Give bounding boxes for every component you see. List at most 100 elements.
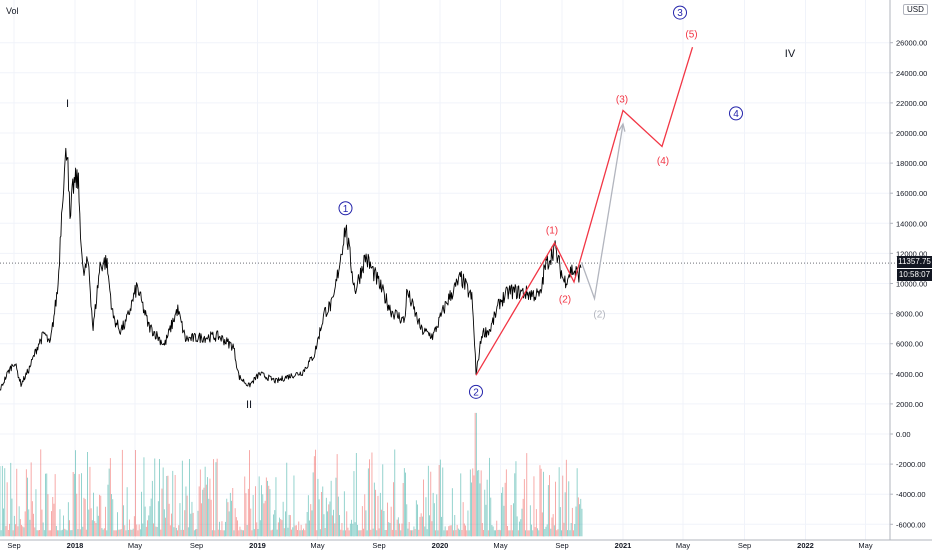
wave-main-line[interactable] bbox=[476, 47, 693, 375]
volume-bar bbox=[50, 530, 51, 536]
volume-bar bbox=[381, 510, 382, 537]
volume-bar bbox=[528, 530, 529, 536]
volume-bar bbox=[58, 530, 59, 536]
volume-bar bbox=[444, 530, 445, 536]
volume-bar bbox=[451, 525, 452, 536]
volume-bar bbox=[446, 530, 447, 536]
wave-projection[interactable] bbox=[476, 47, 693, 375]
x-tick-label: 2021 bbox=[615, 541, 632, 550]
volume-bar bbox=[280, 519, 281, 536]
volume-bar bbox=[28, 509, 29, 536]
y-tick-label: 26000.00 bbox=[896, 39, 927, 48]
wave-label-circled[interactable]: 1 bbox=[339, 202, 352, 215]
volume-bar bbox=[318, 479, 319, 536]
volume-bar bbox=[447, 530, 448, 536]
volume-bar bbox=[436, 494, 437, 536]
volume-bar bbox=[170, 525, 171, 536]
volume-bar bbox=[519, 522, 520, 537]
y-tick-label: -6000.00 bbox=[896, 520, 926, 529]
volume-bar bbox=[344, 491, 345, 536]
volume-bar bbox=[370, 530, 371, 537]
volume-bar bbox=[273, 515, 274, 537]
volume-bar bbox=[496, 521, 497, 537]
wave-label-roman[interactable]: I bbox=[66, 98, 69, 110]
volume-bar bbox=[162, 489, 163, 537]
volume-bar bbox=[192, 502, 193, 536]
volume-bar bbox=[471, 483, 472, 537]
wave-label-paren[interactable]: (4) bbox=[657, 156, 669, 167]
y-tick-label: 0.00 bbox=[896, 430, 911, 439]
volume-bar bbox=[375, 490, 376, 537]
volume-bar bbox=[452, 488, 453, 536]
volume-bar bbox=[176, 528, 177, 536]
y-tick-label: 6000.00 bbox=[896, 340, 923, 349]
volume-bar bbox=[566, 460, 567, 537]
volume-bar bbox=[223, 530, 224, 536]
currency-badge[interactable]: USD bbox=[903, 4, 928, 15]
volume-bar bbox=[116, 530, 117, 536]
wave-label-paren[interactable]: (1) bbox=[546, 225, 558, 236]
volume-bar bbox=[106, 530, 107, 536]
wave-label-circled[interactable]: 3 bbox=[674, 6, 687, 19]
volume-bar bbox=[418, 530, 419, 537]
volume-bar bbox=[108, 485, 109, 537]
volume-bar bbox=[391, 507, 392, 537]
volume-bar bbox=[546, 527, 547, 537]
wave-label-paren[interactable]: (3) bbox=[616, 94, 628, 105]
volume-bar bbox=[127, 487, 128, 536]
volume-bar bbox=[36, 489, 37, 536]
volume-bar bbox=[72, 530, 73, 536]
volume-bar bbox=[301, 525, 302, 536]
volume-bar bbox=[499, 530, 500, 537]
wave-label-roman[interactable]: IV bbox=[785, 48, 796, 60]
volume-bar bbox=[388, 522, 389, 536]
volume-bar bbox=[552, 518, 553, 537]
volume-bar bbox=[144, 457, 145, 536]
wave-label-circled[interactable]: 2 bbox=[470, 385, 483, 398]
volume-bar bbox=[578, 497, 579, 536]
volume-bar bbox=[61, 530, 62, 536]
wave-label-paren[interactable]: (5) bbox=[685, 30, 697, 41]
volume-bar bbox=[384, 511, 385, 536]
volume-bar bbox=[423, 480, 424, 537]
volume-bar bbox=[517, 516, 518, 536]
wave-label-paren[interactable]: (2) bbox=[559, 295, 571, 306]
wave-label-paren-alt[interactable]: (2) bbox=[593, 310, 605, 321]
volume-bar bbox=[276, 477, 277, 536]
wave-alt-line[interactable] bbox=[582, 124, 624, 299]
wave-label-circled[interactable]: 4 bbox=[730, 107, 743, 120]
volume-bar bbox=[34, 527, 35, 536]
volume-bar bbox=[22, 526, 23, 536]
x-tick-label: 2022 bbox=[797, 541, 814, 550]
volume-bar bbox=[312, 510, 313, 536]
volume-bar bbox=[219, 522, 220, 537]
y-tick-label: 22000.00 bbox=[896, 99, 927, 108]
volume-bar bbox=[411, 530, 412, 536]
volume-bar bbox=[252, 530, 253, 536]
volume-bar bbox=[462, 530, 463, 536]
volume-bar bbox=[75, 450, 76, 536]
volume-bar bbox=[354, 471, 355, 536]
volume-bar bbox=[27, 478, 28, 537]
volume-bar bbox=[531, 525, 532, 537]
wave-label-roman[interactable]: II bbox=[246, 399, 252, 411]
volume-bar bbox=[246, 493, 247, 536]
volume-bar bbox=[43, 523, 44, 537]
volume-bar bbox=[298, 522, 299, 537]
volume-bar bbox=[96, 523, 97, 536]
volume-bar bbox=[540, 465, 541, 536]
volume-bar bbox=[205, 467, 206, 537]
volume-bar bbox=[474, 475, 475, 536]
volume-bar bbox=[294, 476, 295, 537]
volume-bar bbox=[228, 502, 229, 536]
volume-bar bbox=[25, 511, 26, 536]
volume-bar bbox=[146, 527, 147, 537]
volume-bar bbox=[516, 461, 517, 536]
volume-bar bbox=[345, 530, 346, 536]
volume-bar bbox=[481, 470, 482, 536]
volume-bar bbox=[110, 458, 111, 536]
volume-bar bbox=[559, 467, 560, 536]
wave-label-text: (2) bbox=[559, 295, 571, 306]
